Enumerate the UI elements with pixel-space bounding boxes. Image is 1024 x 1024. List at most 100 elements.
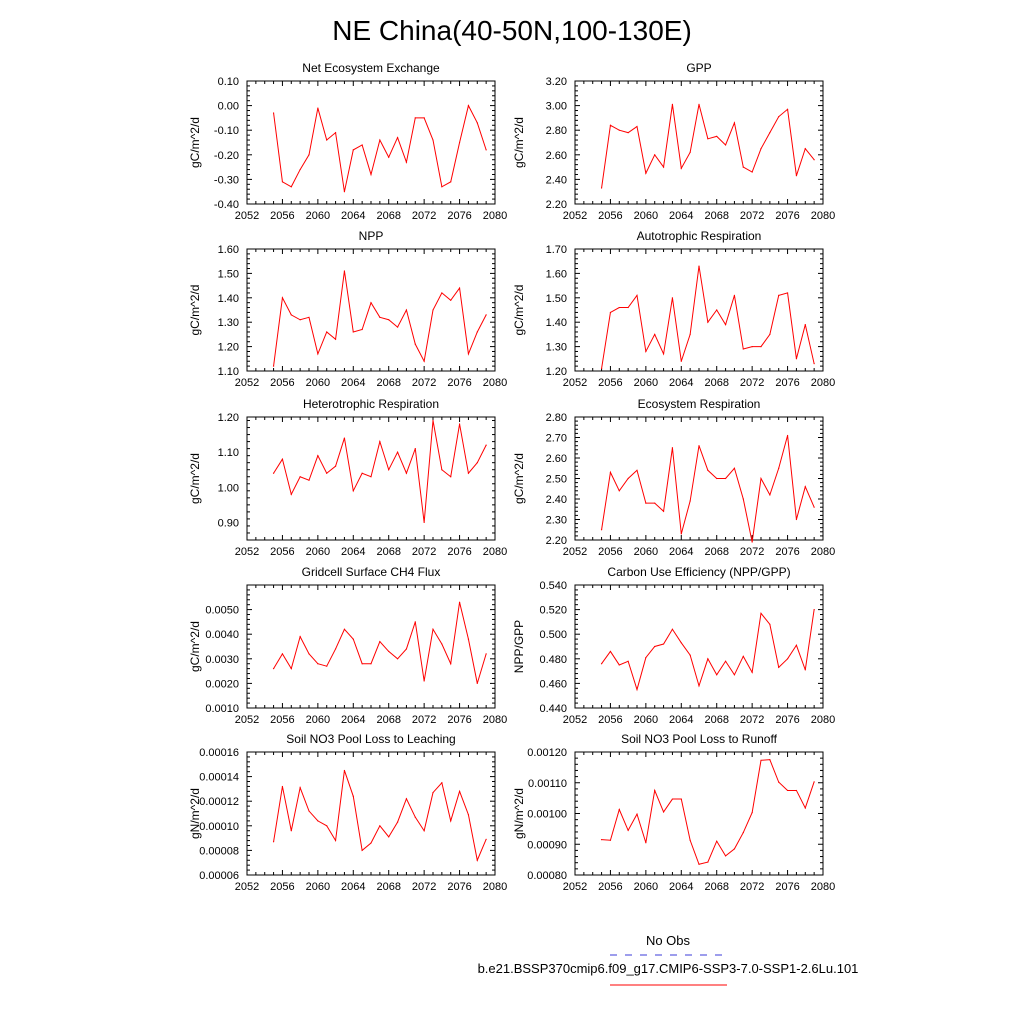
x-tick-label: 2052 [563, 881, 587, 893]
y-tick-label: 0.00006 [199, 870, 239, 882]
data-point [361, 472, 363, 474]
data-point [467, 353, 470, 355]
data-point [742, 831, 744, 834]
data-point [813, 506, 815, 508]
x-tick-label: 2064 [341, 210, 365, 222]
data-point [609, 650, 612, 653]
x-tick-label: 2064 [341, 881, 365, 893]
y-axis-label: gC/m^2/d [188, 453, 202, 504]
plot-frame [574, 584, 824, 709]
data-point [795, 175, 798, 177]
data-point [645, 502, 647, 504]
data-point [450, 181, 452, 183]
data-point [441, 782, 443, 784]
data-point [299, 787, 301, 789]
y-axis-label: gN/m^2/d [188, 788, 202, 839]
data-point [352, 638, 354, 640]
x-tick-label: 2068 [704, 714, 728, 726]
y-tick-label: 0.00008 [199, 845, 239, 857]
data-point [707, 321, 709, 323]
data-point [742, 498, 744, 500]
data-point [742, 166, 744, 168]
x-tick-label: 2076 [447, 546, 471, 558]
data-point [370, 173, 372, 176]
legend: No Obs b.e21.BSSP370cmip6.f09_g17.CMIP6-… [478, 933, 858, 986]
x-tick-label: 2068 [704, 881, 728, 893]
data-point [662, 643, 665, 645]
x-tick-label: 2072 [412, 377, 436, 389]
y-tick-label: 0.00090 [527, 839, 567, 851]
data-point [317, 353, 319, 355]
x-tick-label: 2072 [740, 210, 764, 222]
data-point [795, 358, 798, 360]
y-tick-label: 0.0010 [205, 703, 239, 715]
data-point [645, 350, 647, 353]
y-tick-label: 0.520 [539, 605, 567, 617]
data-point [689, 500, 691, 502]
data-point [458, 601, 461, 603]
data-point [716, 477, 718, 480]
x-tick-label: 2060 [634, 210, 658, 222]
y-tick-label: -0.30 [214, 174, 239, 186]
data-point [716, 840, 718, 842]
data-point [272, 841, 275, 843]
data-point [786, 789, 789, 792]
y-axis-label: gC/m^2/d [188, 117, 202, 168]
data-point [432, 139, 434, 141]
data-point [724, 324, 727, 326]
data-point [751, 541, 753, 543]
data-point [689, 333, 691, 335]
data-point [396, 658, 399, 660]
data-point [733, 294, 736, 296]
x-tick-label: 2064 [341, 377, 365, 389]
panel-title: Soil NO3 Pool Loss to Leaching [286, 732, 455, 746]
x-tick-label: 2060 [634, 714, 658, 726]
data-point [778, 294, 780, 296]
data-point [751, 171, 753, 173]
data-point [414, 621, 416, 623]
x-tick-label: 2068 [376, 210, 400, 222]
x-tick-label: 2080 [811, 881, 835, 893]
data-point [396, 136, 399, 139]
data-point [272, 668, 275, 670]
x-tick-label: 2052 [235, 210, 259, 222]
y-tick-label: 0.00010 [199, 821, 239, 833]
x-tick-label: 2064 [669, 881, 693, 893]
data-point [769, 623, 771, 625]
series-line [273, 602, 487, 684]
x-tick-label: 2060 [306, 546, 330, 558]
data-point [450, 299, 452, 301]
x-tick-label: 2080 [811, 546, 835, 558]
data-point [370, 476, 372, 478]
y-tick-label: 0.460 [539, 678, 567, 690]
data-point [334, 839, 337, 842]
panel-5: 2052 2056 2060 2064 2068 2072 2076 2080 0.90 1.00… [188, 397, 507, 558]
panel-8: 2052 2056 2060 2064 2068 2072 2076 2080 0.440 0.4… [512, 565, 835, 726]
x-tick-label: 2068 [376, 881, 400, 893]
data-point [671, 447, 674, 449]
data-point [795, 789, 798, 792]
y-tick-label: 2.40 [546, 494, 567, 506]
y-tick-label: 0.90 [218, 517, 239, 529]
y-axis-label: gC/m^2/d [188, 621, 202, 672]
data-point [627, 132, 629, 134]
data-point [343, 437, 346, 439]
data-point [662, 353, 665, 355]
plot-frame [574, 80, 824, 205]
x-tick-label: 2080 [483, 377, 507, 389]
data-point [485, 838, 487, 840]
data-point [317, 663, 319, 665]
data-point [450, 820, 452, 822]
data-point [334, 132, 337, 134]
panel-title: Soil NO3 Pool Loss to Runoff [621, 732, 778, 746]
y-tick-label: 0.00 [218, 101, 239, 113]
panel-title: NPP [359, 229, 384, 243]
data-point [405, 309, 408, 311]
y-tick-label: 2.50 [546, 474, 567, 486]
x-tick-label: 2060 [306, 377, 330, 389]
data-point [769, 494, 771, 496]
data-point [689, 839, 691, 841]
y-tick-label: 2.80 [546, 412, 567, 424]
data-point [654, 333, 656, 335]
data-point [778, 781, 780, 783]
